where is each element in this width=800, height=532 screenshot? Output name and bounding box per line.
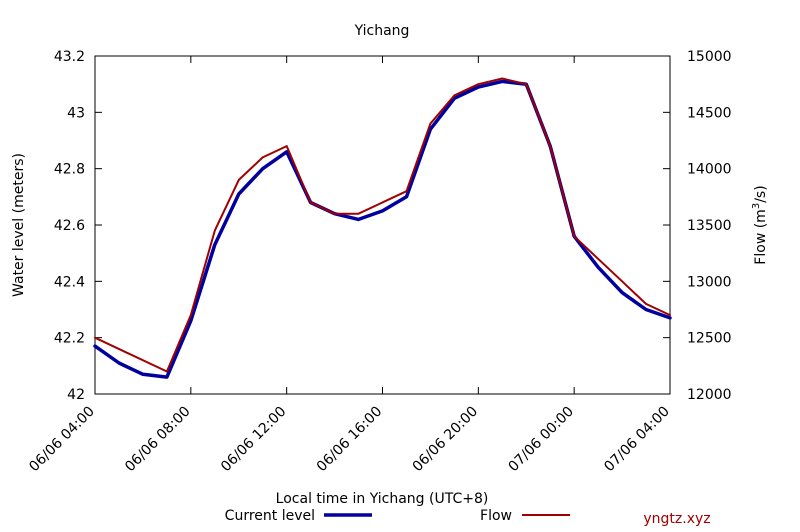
left-tick-label: 42.4 [54,274,85,290]
y-axis-left-label: Water level (meters) [11,153,27,297]
left-tick-label: 43.2 [54,49,85,65]
left-tick-label: 42.2 [54,331,85,347]
chart-title: Yichang [354,23,410,39]
legend-label-current-level: Current level [225,508,315,524]
x-tick-label: 07/06 04:00 [601,404,673,476]
left-tick-label: 42 [67,387,85,403]
legend: Current level Flow [225,508,570,524]
watermark: yngtz.xyz [643,511,710,527]
left-tick-label: 42.6 [54,218,85,234]
x-tick-label: 07/06 00:00 [505,404,577,476]
x-tick-label: 06/06 08:00 [122,404,194,476]
y-axis-right-label: Flow (m3/s) [751,185,769,264]
right-tick-label: 14000 [687,162,732,178]
series-layer [93,77,672,379]
legend-label-flow: Flow [480,508,512,524]
right-tick-label: 14500 [687,105,732,121]
x-tick-label: 06/06 04:00 [26,404,98,476]
x-axis-label: Local time in Yichang (UTC+8) [276,491,489,507]
series-line-flow [94,77,671,373]
left-tick-label: 42.8 [54,162,85,178]
left-tick-label: 43 [67,105,85,121]
x-tick-label: 06/06 12:00 [218,404,290,476]
right-tick-label: 12000 [687,387,732,403]
x-tick-label: 06/06 20:00 [410,404,482,476]
series-line-current-level [93,79,672,379]
right-axis-ticks: 12000 12500 13000 13500 14000 14500 15000 [663,49,732,403]
right-tick-label: 13500 [687,218,732,234]
right-tick-label: 15000 [687,49,732,65]
x-tick-label: 06/06 16:00 [314,404,386,476]
x-axis-ticks: 06/06 04:00 06/06 08:00 06/06 12:00 06/06 1… [26,56,673,475]
right-tick-label: 13000 [687,274,732,290]
left-axis-ticks: 42 42.2 42.4 42.6 42.8 43 43.2 [54,49,102,403]
right-tick-label: 12500 [687,331,732,347]
